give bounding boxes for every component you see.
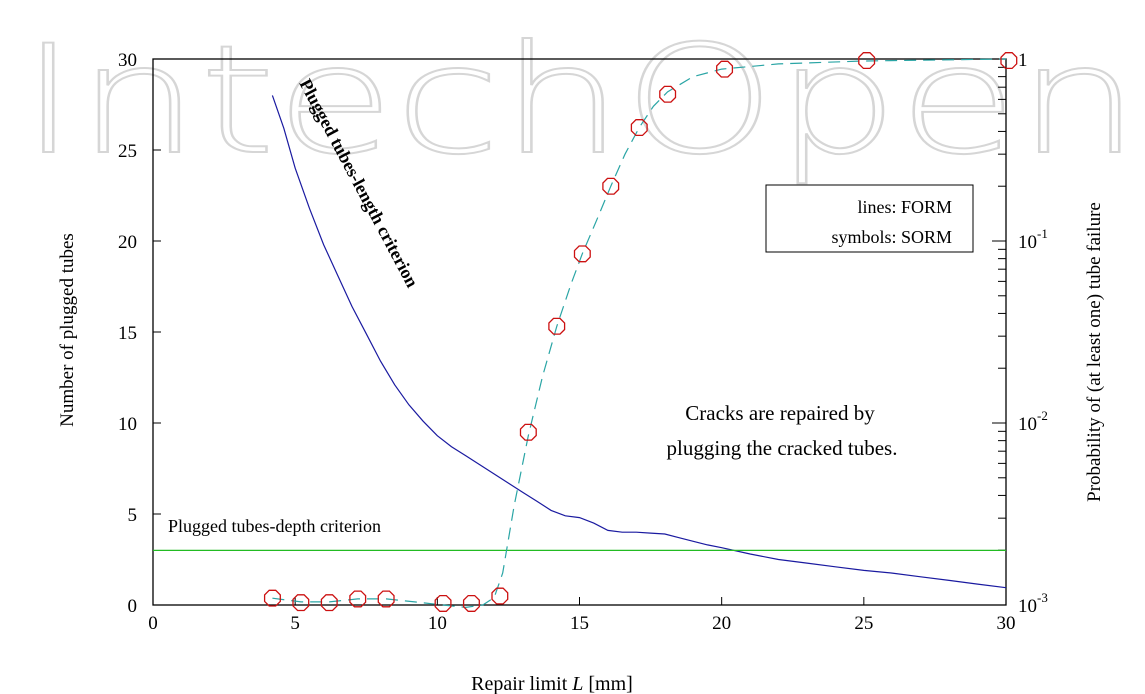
- length-criterion-line: [271, 95, 1007, 589]
- sorm-marker: [491, 587, 509, 605]
- y2-tick-label: 10-2: [1018, 408, 1048, 435]
- sorm-marker: [1000, 52, 1018, 70]
- x-tick-label: 0: [148, 613, 158, 634]
- sorm-marker: [462, 594, 480, 612]
- sorm-marker: [630, 119, 648, 137]
- y-tick-label: 30: [118, 50, 137, 71]
- x-tick-label: 5: [290, 613, 300, 634]
- watermark-text: IntechOpen: [20, 14, 1140, 188]
- sorm-marker: [659, 85, 677, 103]
- y-tick-label: 20: [118, 232, 137, 253]
- depth-criterion-label: Plugged tubes-depth criterion: [168, 516, 381, 536]
- probability-form-line: [272, 58, 1007, 609]
- x-axis-title-prefix: Repair limit: [471, 673, 572, 694]
- sorm-marker: [349, 590, 367, 608]
- sorm-marker: [320, 594, 338, 612]
- sorm-marker: [573, 245, 591, 263]
- y2-tick-label: 10-1: [1018, 226, 1048, 253]
- x-tick-label: 15: [570, 613, 589, 634]
- sorm-marker: [858, 52, 876, 70]
- y-tick-label: 5: [128, 505, 138, 526]
- y2-tick-exp: -2: [1037, 408, 1048, 423]
- y-tick-label: 25: [118, 141, 137, 162]
- y2-tick-exp: -1: [1037, 226, 1048, 241]
- y-tick-label: 0: [128, 596, 138, 617]
- y2-tick-base: 10: [1018, 232, 1037, 253]
- sorm-marker: [292, 594, 310, 612]
- y2-tick-exp: -3: [1037, 590, 1048, 605]
- y-tick-label: 10: [118, 414, 137, 435]
- legend-lines-label: lines: FORM: [857, 197, 952, 217]
- x-axis-title: Repair limit L [mm]: [471, 673, 633, 694]
- y2-axis-title: Probability of (at least one) tube failu…: [1084, 202, 1105, 502]
- y-tick-label: 15: [118, 323, 137, 344]
- y-axis-title: Number of plugged tubes: [57, 233, 78, 427]
- sorm-marker: [434, 594, 452, 612]
- y2-tick-base: 1: [1018, 50, 1028, 71]
- x-tick-label: 25: [854, 613, 873, 634]
- y2-tick-label: 1: [1018, 50, 1028, 71]
- sorm-marker: [602, 177, 620, 195]
- note-line-1: Cracks are repaired by: [685, 401, 875, 425]
- sorm-marker: [716, 60, 734, 78]
- y2-tick-base: 10: [1018, 596, 1037, 617]
- x-axis-title-suffix: [mm]: [583, 673, 632, 694]
- x-tick-label: 10: [428, 613, 447, 634]
- note-line-2: plugging the cracked tubes.: [667, 436, 898, 460]
- y2-tick-label: 10-3: [1018, 590, 1048, 617]
- sorm-marker: [263, 589, 281, 607]
- x-tick-label: 20: [712, 613, 731, 634]
- legend-symbols-label: symbols: SORM: [831, 227, 952, 247]
- x-axis-title-var: L: [571, 673, 583, 694]
- y2-tick-base: 10: [1018, 414, 1037, 435]
- x-tick-label: 30: [997, 613, 1016, 634]
- legend-box: [765, 184, 974, 253]
- sorm-marker: [519, 423, 537, 441]
- series-group: [153, 52, 1018, 612]
- sorm-marker: [377, 590, 395, 608]
- sorm-marker: [548, 317, 566, 335]
